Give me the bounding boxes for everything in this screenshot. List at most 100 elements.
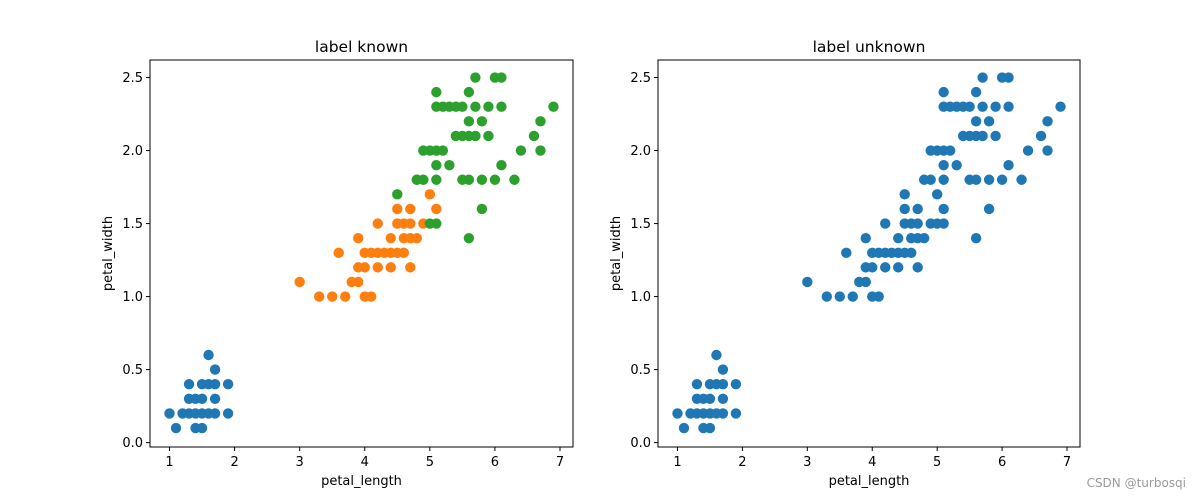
x-tick-label: 1: [165, 455, 173, 470]
data-point: [392, 189, 403, 200]
data-point: [457, 101, 468, 112]
data-point: [938, 159, 949, 171]
data-point: [918, 232, 930, 244]
data-point: [366, 291, 377, 302]
data-point: [294, 276, 305, 288]
y-tick-label: 2.5: [122, 71, 143, 86]
data-point: [437, 145, 449, 156]
y-tick-label: 0.0: [122, 436, 143, 451]
data-point: [880, 262, 891, 273]
x-tick-label: 2: [230, 455, 238, 470]
data-point: [483, 101, 494, 112]
data-point: [1016, 174, 1027, 185]
data-point: [209, 379, 221, 390]
data-point: [463, 86, 475, 98]
x-tick-label: 2: [738, 455, 746, 470]
data-point: [1022, 145, 1034, 156]
data-point: [893, 232, 904, 244]
data-point: [704, 422, 716, 434]
data-point: [476, 174, 488, 185]
data-point: [912, 218, 923, 229]
x-axis-label: petal_length: [321, 474, 402, 489]
data-point: [938, 203, 949, 215]
data-point: [691, 379, 703, 390]
data-point: [964, 101, 975, 112]
data-point: [405, 218, 416, 229]
data-point: [222, 408, 234, 419]
data-point: [209, 364, 221, 375]
data-point: [372, 262, 383, 273]
data-point: [672, 408, 683, 419]
data-point: [431, 86, 442, 98]
x-tick-label: 5: [933, 455, 941, 470]
data-point: [431, 174, 442, 185]
data-point: [496, 72, 507, 83]
data-point: [983, 174, 995, 185]
data-point: [222, 379, 234, 390]
data-point: [424, 189, 436, 200]
data-point: [970, 232, 982, 244]
data-point: [860, 232, 871, 244]
data-point: [899, 203, 910, 215]
y-tick-label: 1.0: [630, 290, 651, 305]
data-point: [938, 86, 949, 98]
watermark: CSDN @turbosqi: [1086, 476, 1186, 490]
data-point: [847, 291, 858, 302]
data-point: [340, 291, 351, 302]
data-point: [821, 291, 832, 302]
data-point: [431, 159, 442, 171]
data-point: [411, 232, 423, 244]
x-tick-label: 1: [673, 455, 681, 470]
x-tick-label: 4: [361, 455, 369, 470]
data-point: [1042, 116, 1053, 127]
y-tick-label: 1.0: [122, 290, 143, 305]
data-point: [938, 218, 949, 229]
data-point: [333, 247, 344, 258]
data-point: [385, 232, 396, 244]
data-point: [906, 247, 917, 258]
data-point: [489, 174, 501, 185]
data-point: [392, 203, 403, 215]
data-point: [970, 86, 982, 98]
data-point: [717, 364, 729, 375]
chart-title: label unknown: [813, 38, 926, 56]
data-point: [931, 189, 943, 200]
data-point: [977, 72, 988, 83]
data-point: [209, 408, 221, 419]
y-tick-label: 0.5: [630, 363, 651, 378]
data-point: [970, 174, 982, 185]
data-point: [509, 174, 520, 185]
data-point: [678, 422, 690, 434]
data-point: [470, 72, 481, 83]
data-point: [711, 349, 722, 361]
data-point: [418, 174, 429, 185]
y-tick-label: 2.0: [630, 144, 651, 159]
x-tick-label: 3: [296, 455, 304, 470]
data-point: [1003, 159, 1014, 171]
data-point: [925, 174, 936, 185]
data-point: [983, 203, 995, 215]
data-point: [730, 379, 742, 390]
data-point: [912, 262, 923, 273]
data-point: [951, 159, 962, 171]
data-point: [385, 262, 396, 273]
data-point: [970, 116, 982, 127]
data-point: [327, 291, 338, 302]
data-point: [1042, 145, 1053, 156]
x-tick-label: 6: [998, 455, 1006, 470]
data-point: [548, 101, 559, 112]
data-point: [860, 276, 871, 288]
data-point: [944, 145, 956, 156]
data-point: [398, 247, 409, 258]
data-point: [444, 159, 455, 171]
data-point: [314, 291, 325, 302]
data-point: [912, 203, 923, 215]
data-point: [834, 291, 845, 302]
data-point: [717, 379, 729, 390]
data-point: [535, 145, 546, 156]
data-point: [470, 101, 481, 112]
data-point: [353, 276, 364, 288]
data-point: [203, 349, 214, 361]
data-point: [470, 130, 481, 142]
